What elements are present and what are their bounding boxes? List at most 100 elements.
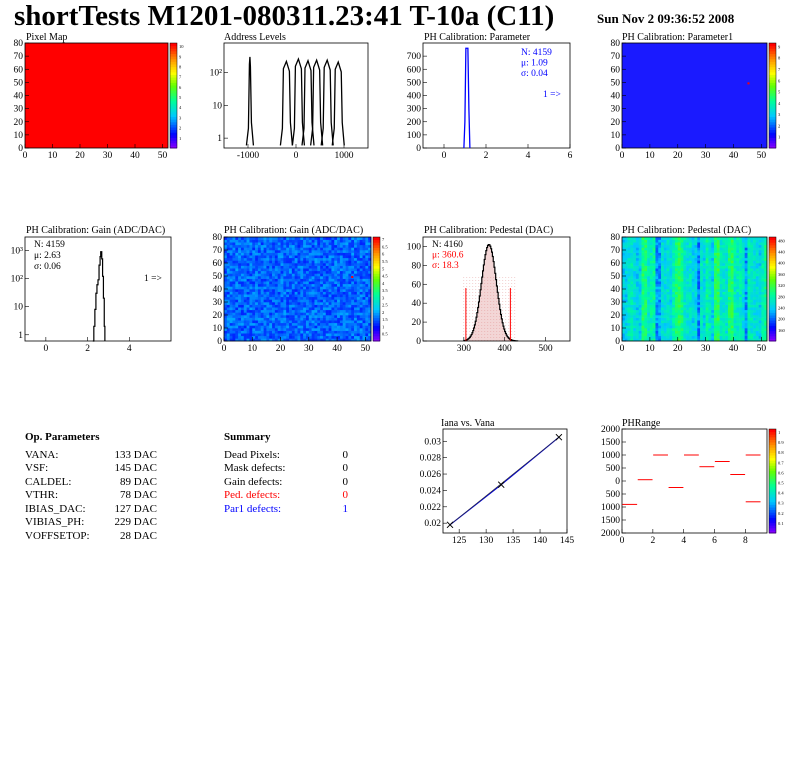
heatmap-cell [666,247,670,251]
heatmap-cell [320,276,324,279]
palette-cell [769,98,776,102]
palette-label: 7 [382,237,385,242]
heatmap-cell [700,330,704,334]
heatmap-cell [758,317,762,321]
heatmap-cell [351,250,355,253]
heatmap-cell [722,333,726,337]
heatmap-cell [249,260,253,264]
heatmap-cell [736,299,740,303]
heatmap-cell [758,325,762,329]
heatmap-cell [686,317,690,321]
heatmap-cell [345,255,349,259]
heatmap-cell [644,281,648,285]
heatmap-cell [624,270,628,274]
heatmap-cell [305,325,310,329]
heatmap-cell [345,302,349,305]
palette-cell [373,322,380,326]
heatmap-cell [283,263,287,266]
x-tick-label: 0 [442,151,447,161]
heatmap-cell [680,315,684,318]
palette-label: 5 [179,95,182,100]
heatmap-cell [705,263,709,266]
heatmap-cell [252,325,256,329]
heatmap-cell [722,250,726,253]
heatmap-cell [235,299,239,303]
heatmap-cell [725,302,729,305]
heatmap-cell [232,276,236,279]
heatmap-cell [368,335,372,339]
heatmap-cell [680,263,684,266]
heatmap-cell [647,283,651,287]
heatmap-cell [289,281,293,285]
heatmap-cell [339,260,344,264]
heatmap-cell [747,289,751,292]
heatmap-cell [334,294,338,298]
heatmap-cell [274,309,279,313]
heatmap-cell [249,309,253,313]
heatmap-cell [666,325,670,329]
heatmap-cell [362,244,366,248]
heatmap-cell [733,312,737,316]
heatmap-cell [761,317,765,321]
heatmap-cell [633,244,637,248]
heatmap-cell [744,283,748,287]
heatmap-cell [722,270,726,274]
heatmap-cell [652,242,656,246]
heatmap-cell [727,268,732,272]
heatmap-cell [249,333,253,337]
heatmap-cell [263,307,267,311]
heatmap-cell [733,309,737,313]
heatmap-cell [272,330,276,334]
heatmap-cell [744,309,748,313]
heatmap-cell [300,242,304,246]
heatmap-cell [741,289,745,292]
stat-label: μ: 360.6 [432,251,464,261]
heatmap-cell [741,250,745,253]
heatmap-cell [300,265,304,269]
heatmap-cell [337,263,341,266]
y-tick-label: 0 [615,337,620,347]
heatmap-cell [283,302,287,305]
heatmap-cell [649,250,653,253]
stat-label: μ: 2.63 [34,251,61,261]
heatmap-cell [674,302,679,305]
heatmap-cell [331,302,335,305]
heatmap-cell [755,278,759,282]
heatmap-cell [331,273,335,277]
heatmap-cell [274,270,279,274]
heatmap-cell [666,299,670,303]
heatmap-cell [649,278,653,282]
heatmap-cell [661,268,665,272]
heatmap-cell [641,317,645,321]
heatmap-cell [747,247,751,251]
heatmap-cell [649,244,653,248]
heatmap-cell [755,302,759,305]
heatmap-cell [365,328,369,331]
heatmap-cell [669,322,673,326]
heatmap-cell [741,320,745,324]
heatmap-cell [753,263,757,266]
heatmap-cell [226,257,230,261]
heatmap-cell [297,257,301,261]
heatmap-cell [356,294,360,298]
heatmap-cell [688,286,693,290]
heatmap-cell [345,268,349,272]
heatmap-cell [655,268,659,272]
heatmap-cell [727,265,732,269]
heatmap-cell [680,260,684,264]
param-peak [463,47,471,149]
heatmap-cell [680,299,684,303]
heatmap-cell [334,278,338,282]
y-tick-label: 40 [213,285,223,295]
heatmap-cell [339,333,344,337]
heatmap-cell [764,276,768,279]
heatmap-cell [691,333,695,337]
heatmap-cell [354,255,358,259]
heatmap-cell [652,330,656,334]
heatmap-cell [677,294,681,298]
heatmap-cell [739,299,743,303]
heatmap-cell [289,315,293,318]
heatmap-cell [652,294,656,298]
heatmap-cell [627,328,631,331]
x-tick-label: 4 [681,536,686,546]
